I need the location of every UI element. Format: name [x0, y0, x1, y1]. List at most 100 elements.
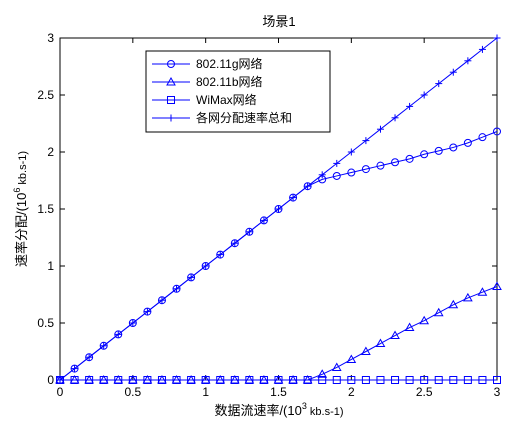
- legend-item: 各网分配速率总和: [152, 110, 292, 125]
- data-point-square: [493, 376, 501, 384]
- data-point-plus: [202, 262, 210, 270]
- data-point-square: [201, 376, 210, 384]
- x-tick-label: 3: [494, 385, 501, 399]
- data-point-square: [99, 376, 108, 384]
- data-point-circle: [463, 138, 472, 147]
- data-point-plus: [71, 365, 79, 373]
- y-tick-label: 0.5: [37, 316, 54, 330]
- data-point-plus: [260, 216, 268, 224]
- data-point-square: [449, 376, 458, 384]
- legend-marker-circle: [167, 60, 175, 68]
- data-point-circle: [361, 165, 370, 174]
- x-tick-label: 0.5: [124, 385, 141, 399]
- data-point-square: [318, 376, 327, 384]
- legend-label: 各网分配速率总和: [196, 110, 292, 125]
- data-point-circle: [376, 161, 385, 170]
- data-point-plus: [406, 102, 414, 110]
- legend-label: WiMax网络: [196, 92, 257, 107]
- y-axis-title-suffix: kb.s-1): [17, 151, 29, 188]
- y-axis-title-prefix: 速率分配/(10: [14, 193, 29, 267]
- data-point-plus: [347, 148, 355, 156]
- data-point-triangle: [463, 292, 473, 302]
- data-point-square: [172, 376, 181, 384]
- legend-item: 802.11g网络: [152, 56, 263, 71]
- data-point-circle: [434, 146, 443, 155]
- data-point-square: [434, 376, 443, 384]
- data-point-plus: [449, 68, 457, 76]
- x-tick-label: 0: [57, 385, 64, 399]
- data-point-square: [405, 376, 414, 384]
- chart-title: 场景1: [262, 14, 295, 29]
- data-point-square: [463, 376, 472, 384]
- data-point-triangle: [448, 299, 459, 309]
- data-point-circle: [478, 133, 487, 142]
- y-tick-label: 2: [47, 145, 54, 159]
- legend-label: 802.11g网络: [196, 56, 263, 71]
- data-point-plus: [275, 205, 282, 213]
- data-point-circle: [493, 127, 501, 136]
- data-point-triangle: [404, 322, 415, 332]
- x-axis-title: 数据流速率/(103 kb.s-1): [214, 401, 343, 418]
- data-point-triangle: [346, 354, 357, 363]
- data-point-plus: [173, 285, 181, 293]
- data-point-square: [303, 376, 312, 384]
- data-point-square: [128, 376, 137, 384]
- x-axis-title-prefix: 数据流速率/(10: [214, 403, 301, 418]
- data-point-plus: [129, 319, 137, 327]
- legend-marker-square: [167, 96, 175, 104]
- y-tick-label: 1.5: [37, 202, 54, 216]
- data-point-circle: [449, 143, 458, 152]
- y-axis-title-exponent: 6: [12, 188, 22, 193]
- data-point-triangle: [477, 287, 488, 296]
- data-point-plus: [318, 171, 326, 179]
- data-point-square: [216, 376, 225, 384]
- data-point-square: [332, 376, 341, 384]
- x-tick-label: 1: [202, 385, 209, 399]
- data-point-square: [478, 376, 487, 384]
- data-point-plus: [435, 80, 443, 88]
- axis-ticks: 0 0.5 1 1.5 2 2.5 3 0 0.5 1 1.5 2 2.5 3: [37, 31, 500, 399]
- data-point-plus: [289, 194, 297, 202]
- data-point-circle: [391, 158, 400, 167]
- data-point-circle: [332, 171, 341, 180]
- data-point-plus: [333, 159, 341, 167]
- legend-marker-triangle: [166, 76, 176, 86]
- data-point-square: [143, 376, 152, 384]
- x-tick-label: 2.5: [416, 385, 433, 399]
- data-point-plus: [158, 296, 166, 304]
- data-point-plus: [376, 125, 384, 133]
- data-point-plus: [100, 342, 108, 350]
- series-layer: [55, 34, 502, 384]
- data-point-triangle: [419, 315, 430, 325]
- data-point-triangle: [375, 338, 386, 348]
- data-point-circle: [405, 154, 414, 163]
- data-point-plus: [493, 34, 501, 42]
- y-tick-label: 3: [47, 31, 54, 45]
- data-point-square: [259, 376, 268, 384]
- data-point-triangle: [390, 330, 400, 340]
- data-point-plus: [245, 228, 253, 236]
- data-point-plus: [391, 114, 399, 122]
- data-point-plus: [85, 353, 93, 361]
- data-point-square: [347, 376, 356, 384]
- series-plus: [56, 34, 501, 384]
- data-point-square: [376, 376, 385, 384]
- data-point-square: [85, 376, 94, 384]
- y-tick-label: 1: [47, 259, 54, 273]
- data-point-square: [230, 376, 239, 384]
- data-point-triangle: [433, 307, 444, 317]
- data-point-plus: [420, 91, 428, 99]
- data-point-square: [157, 376, 166, 384]
- data-point-plus: [362, 137, 370, 145]
- data-point-square: [420, 376, 429, 384]
- data-point-plus: [216, 251, 224, 259]
- data-point-plus: [304, 182, 312, 190]
- data-point-square: [187, 376, 196, 384]
- data-point-plus: [114, 330, 122, 338]
- data-point-triangle: [317, 369, 328, 378]
- data-point-square: [361, 376, 370, 384]
